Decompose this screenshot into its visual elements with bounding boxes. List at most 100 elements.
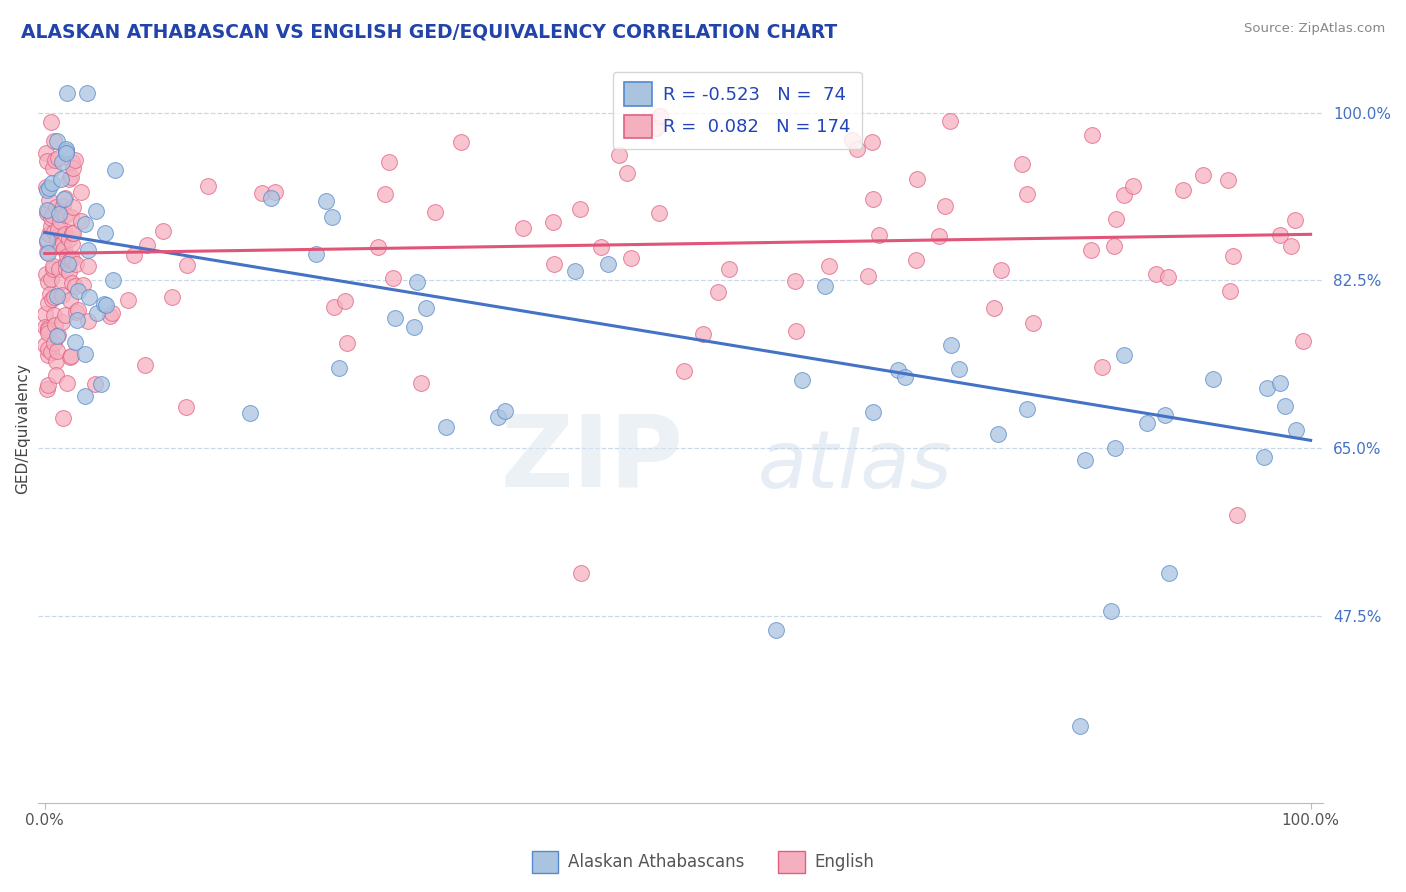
Point [77, 290, 100, 304]
Point [406, 276, 429, 290]
Point [450, 135, 472, 149]
Point [55, 262, 77, 277]
Point [152, 224, 174, 238]
Point [66, 284, 89, 298]
Point [55, 142, 77, 156]
Point [44, 290, 66, 304]
Point [51, 274, 73, 288]
Point [65, 312, 87, 326]
Point [404, 320, 426, 334]
Point [718, 262, 741, 277]
Point [37, 348, 59, 362]
Point [818, 259, 841, 273]
Point [765, 623, 787, 637]
Point [160, 289, 183, 303]
Point [1135, 416, 1157, 430]
Point [86, 204, 108, 219]
Point [37, 378, 59, 392]
Point [941, 338, 963, 352]
Point [53, 192, 76, 206]
Point [197, 179, 219, 194]
Point [53, 208, 76, 222]
Point [58, 231, 80, 245]
Point [1222, 249, 1244, 263]
Point [65, 153, 87, 168]
Point [845, 142, 868, 156]
Point [983, 301, 1005, 315]
Point [41, 176, 63, 190]
Point [862, 192, 884, 206]
Point [1017, 186, 1039, 201]
Point [59, 169, 82, 184]
Point [53, 227, 76, 241]
Point [42, 335, 65, 350]
Point [260, 190, 283, 204]
Point [1274, 399, 1296, 413]
Point [790, 373, 813, 387]
Point [860, 135, 883, 149]
Point [323, 300, 346, 314]
Point [48, 207, 70, 221]
Point [52, 410, 75, 425]
Point [1226, 508, 1249, 522]
Point [1081, 128, 1104, 143]
Point [42, 134, 65, 148]
Point [39, 345, 62, 359]
Point [541, 215, 564, 229]
Point [39, 219, 62, 234]
Point [1099, 604, 1122, 618]
Point [321, 211, 343, 225]
Point [66, 303, 89, 318]
Point [76, 87, 98, 101]
Point [607, 148, 630, 162]
Point [46, 289, 69, 303]
Point [384, 310, 406, 325]
Point [37, 326, 59, 340]
Point [543, 257, 565, 271]
Point [58, 172, 80, 186]
Point [73, 347, 96, 361]
Point [41, 208, 63, 222]
Point [52, 198, 75, 212]
Point [648, 109, 671, 123]
Point [59, 350, 82, 364]
Point [37, 235, 59, 250]
Point [905, 252, 928, 267]
Point [1011, 157, 1033, 171]
Point [644, 120, 666, 135]
Point [60, 210, 83, 224]
Point [939, 114, 962, 128]
Point [46, 233, 69, 247]
Point [1218, 173, 1240, 187]
Point [37, 342, 59, 356]
Point [934, 199, 956, 213]
Point [93, 297, 115, 311]
Point [53, 242, 76, 256]
Point [56, 87, 79, 101]
Point [42, 225, 65, 239]
Point [596, 257, 619, 271]
Point [62, 200, 84, 214]
Point [409, 376, 432, 391]
Point [616, 166, 638, 180]
Point [1284, 212, 1306, 227]
Point [785, 324, 807, 338]
Point [814, 279, 837, 293]
Point [894, 370, 917, 384]
Point [38, 227, 60, 241]
Point [987, 427, 1010, 442]
Point [39, 286, 62, 301]
Point [56, 257, 79, 271]
Point [1015, 401, 1038, 416]
Text: atlas: atlas [758, 427, 953, 505]
Point [46, 344, 69, 359]
Point [42, 161, 65, 176]
Point [34, 320, 56, 334]
Point [707, 285, 730, 299]
Point [176, 400, 198, 414]
Point [134, 358, 156, 372]
Point [104, 163, 127, 178]
Point [378, 155, 401, 169]
Point [239, 406, 262, 420]
Point [45, 353, 67, 368]
